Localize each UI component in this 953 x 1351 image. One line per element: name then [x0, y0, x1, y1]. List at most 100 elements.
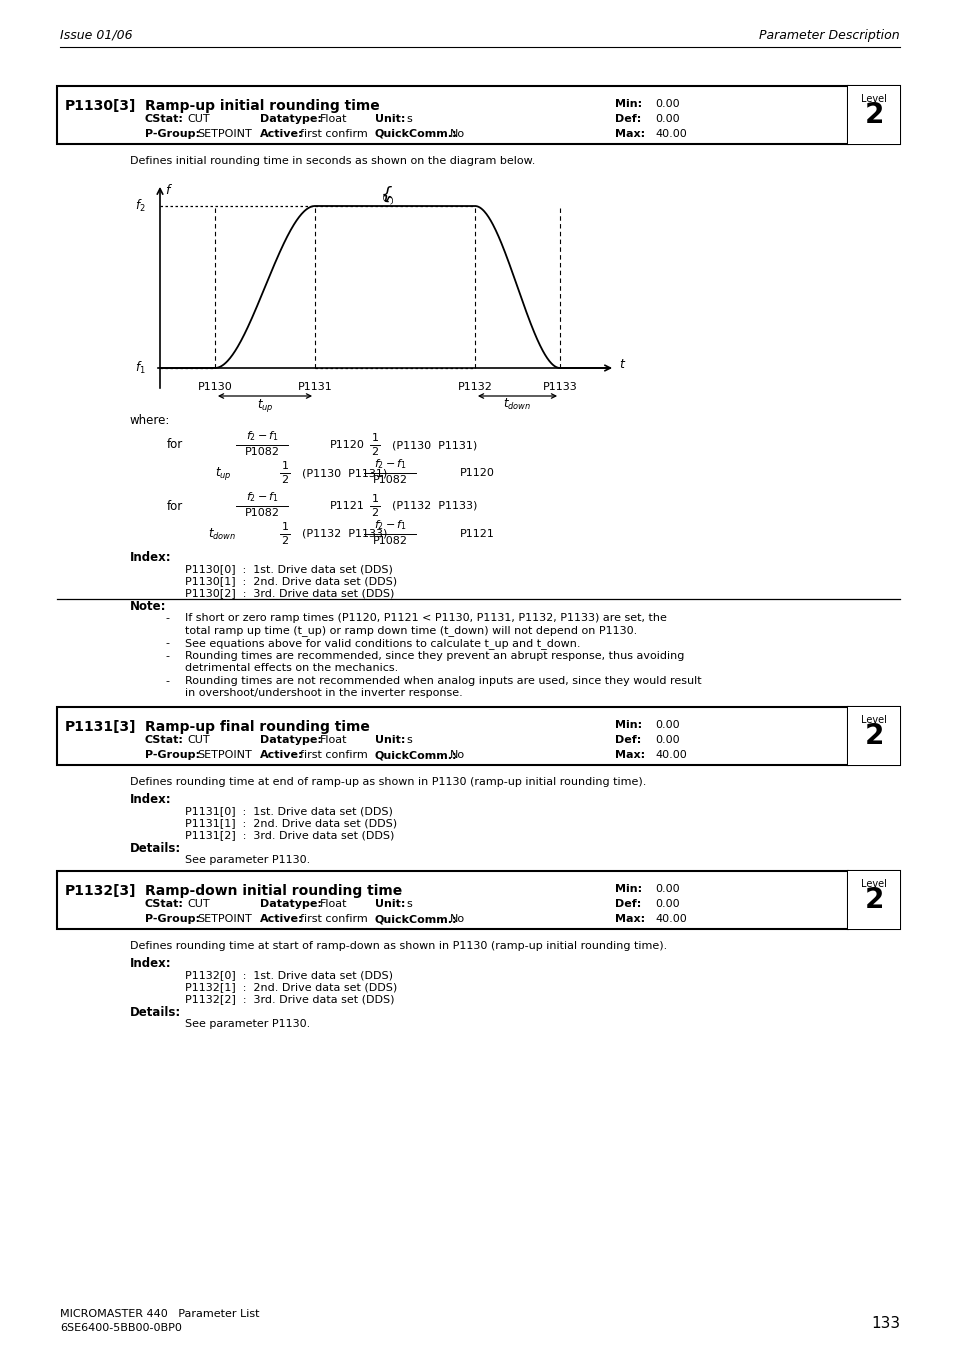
Text: total ramp up time (t_up) or ramp down time (t_down) will not depend on P1130.: total ramp up time (t_up) or ramp down t…	[185, 626, 637, 636]
Text: 2: 2	[863, 721, 882, 750]
Text: 6SE6400-5BB00-0BP0: 6SE6400-5BB00-0BP0	[60, 1323, 182, 1333]
Text: P-Group:: P-Group:	[145, 128, 200, 139]
Text: P1132[2]  :  3rd. Drive data set (DDS): P1132[2] : 3rd. Drive data set (DDS)	[185, 994, 395, 1004]
Text: Rounding times are recommended, since they prevent an abrupt response, thus avoi: Rounding times are recommended, since th…	[185, 651, 683, 661]
Text: 40.00: 40.00	[655, 128, 686, 139]
Text: P1120: P1120	[459, 467, 495, 478]
Text: Active:: Active:	[260, 915, 303, 924]
Text: Details:: Details:	[130, 842, 181, 855]
Text: See equations above for valid conditions to calculate t_up and t_down.: See equations above for valid conditions…	[185, 638, 579, 648]
Text: Def:: Def:	[615, 113, 640, 124]
Text: P1130[0]  :  1st. Drive data set (DDS): P1130[0] : 1st. Drive data set (DDS)	[185, 563, 393, 574]
Text: Defines rounding time at end of ramp-up as shown in P1130 (ramp-up initial round: Defines rounding time at end of ramp-up …	[130, 777, 646, 788]
Text: P1132: P1132	[457, 382, 492, 392]
Text: (P1130  P1131): (P1130 P1131)	[392, 440, 476, 450]
Text: 40.00: 40.00	[655, 915, 686, 924]
Text: P1082: P1082	[244, 508, 279, 517]
Text: first confirm: first confirm	[299, 128, 367, 139]
Text: Max:: Max:	[615, 750, 644, 761]
Text: $t_{down}$: $t_{down}$	[208, 527, 236, 542]
Text: MICROMASTER 440   Parameter List: MICROMASTER 440 Parameter List	[60, 1309, 259, 1319]
Text: 1: 1	[281, 521, 288, 532]
Text: $f_2 - f_1$: $f_2 - f_1$	[245, 430, 278, 443]
Text: P1130: P1130	[197, 382, 233, 392]
Text: Datatype:: Datatype:	[260, 113, 321, 124]
Text: in overshoot/undershoot in the inverter response.: in overshoot/undershoot in the inverter …	[185, 688, 462, 698]
Text: Defines initial rounding time in seconds as shown on the diagram below.: Defines initial rounding time in seconds…	[130, 155, 535, 166]
Text: If short or zero ramp times (P1120, P1121 < P1130, P1131, P1132, P1133) are set,: If short or zero ramp times (P1120, P112…	[185, 613, 666, 623]
Text: 2: 2	[371, 508, 378, 517]
Text: CUT: CUT	[187, 735, 210, 744]
Bar	[847, 707, 899, 765]
Text: where:: where:	[130, 413, 171, 427]
Text: CStat:: CStat:	[145, 735, 184, 744]
Text: $f_2 - f_1$: $f_2 - f_1$	[374, 457, 406, 471]
Text: Min:: Min:	[615, 99, 641, 109]
Text: $t_{down}$: $t_{down}$	[503, 397, 531, 412]
Text: P1082: P1082	[372, 476, 407, 485]
Text: Note:: Note:	[130, 600, 167, 613]
Text: P1132[0]  :  1st. Drive data set (DDS): P1132[0] : 1st. Drive data set (DDS)	[185, 970, 393, 979]
Text: Float: Float	[319, 113, 347, 124]
Text: for: for	[167, 439, 183, 451]
Text: P1082: P1082	[244, 447, 279, 457]
Text: Datatype:: Datatype:	[260, 735, 321, 744]
Text: -: -	[165, 613, 169, 623]
Text: P1082: P1082	[372, 536, 407, 546]
Text: Active:: Active:	[260, 750, 303, 761]
Text: See parameter P1130.: See parameter P1130.	[185, 855, 310, 865]
Text: $f_2 - f_1$: $f_2 - f_1$	[245, 490, 278, 504]
Text: P1120: P1120	[330, 440, 364, 450]
Text: No: No	[450, 915, 465, 924]
Text: Index:: Index:	[130, 793, 172, 807]
Text: P1121: P1121	[459, 530, 495, 539]
Text: 0.00: 0.00	[655, 884, 679, 894]
Text: P1132[3]: P1132[3]	[65, 884, 136, 898]
Text: QuickComm.:: QuickComm.:	[375, 915, 457, 924]
Text: Unit:: Unit:	[375, 898, 405, 909]
Text: P1131[3]: P1131[3]	[65, 720, 136, 734]
Text: Datatype:: Datatype:	[260, 898, 321, 909]
Text: $t_{up}$: $t_{up}$	[214, 465, 232, 481]
Text: P1131[1]  :  2nd. Drive data set (DDS): P1131[1] : 2nd. Drive data set (DDS)	[185, 817, 396, 828]
Text: first confirm: first confirm	[299, 750, 367, 761]
Text: s: s	[406, 898, 412, 909]
Text: P-Group:: P-Group:	[145, 915, 200, 924]
Text: P1130[2]  :  3rd. Drive data set (DDS): P1130[2] : 3rd. Drive data set (DDS)	[185, 588, 394, 598]
Text: Float: Float	[319, 898, 347, 909]
Text: P1131[0]  :  1st. Drive data set (DDS): P1131[0] : 1st. Drive data set (DDS)	[185, 807, 393, 816]
Text: f: f	[165, 184, 170, 197]
Text: CUT: CUT	[187, 113, 210, 124]
Text: (P1132  P1133): (P1132 P1133)	[302, 530, 387, 539]
Text: P1133: P1133	[542, 382, 577, 392]
Text: P-Group:: P-Group:	[145, 750, 200, 761]
Text: {: {	[381, 186, 393, 204]
Text: Defines rounding time at start of ramp-down as shown in P1130 (ramp-up initial r: Defines rounding time at start of ramp-d…	[130, 942, 666, 951]
Text: P1132[1]  :  2nd. Drive data set (DDS): P1132[1] : 2nd. Drive data set (DDS)	[185, 982, 396, 992]
Text: Float: Float	[319, 735, 347, 744]
Text: Ramp-down initial rounding time: Ramp-down initial rounding time	[145, 884, 402, 898]
Bar	[57, 86, 899, 145]
Text: P1130[1]  :  2nd. Drive data set (DDS): P1130[1] : 2nd. Drive data set (DDS)	[185, 576, 396, 586]
Bar	[57, 707, 899, 765]
Bar	[847, 86, 899, 145]
Text: Ramp-up initial rounding time: Ramp-up initial rounding time	[145, 99, 379, 113]
Text: 0.00: 0.00	[655, 898, 679, 909]
Text: 0.00: 0.00	[655, 99, 679, 109]
Text: detrimental effects on the mechanics.: detrimental effects on the mechanics.	[185, 663, 397, 673]
Text: Rounding times are not recommended when analog inputs are used, since they would: Rounding times are not recommended when …	[185, 676, 700, 686]
Text: P1131: P1131	[297, 382, 332, 392]
Text: Min:: Min:	[615, 884, 641, 894]
Text: SETPOINT: SETPOINT	[196, 128, 252, 139]
Text: Def:: Def:	[615, 735, 640, 744]
Text: Max:: Max:	[615, 915, 644, 924]
Text: 2: 2	[371, 447, 378, 457]
Text: 1: 1	[371, 434, 378, 443]
Text: Def:: Def:	[615, 898, 640, 909]
Text: Ramp-up final rounding time: Ramp-up final rounding time	[145, 720, 370, 734]
Text: Unit:: Unit:	[375, 113, 405, 124]
Text: Max:: Max:	[615, 128, 644, 139]
Text: CStat:: CStat:	[145, 898, 184, 909]
Text: s: s	[406, 113, 412, 124]
Text: first confirm: first confirm	[299, 915, 367, 924]
